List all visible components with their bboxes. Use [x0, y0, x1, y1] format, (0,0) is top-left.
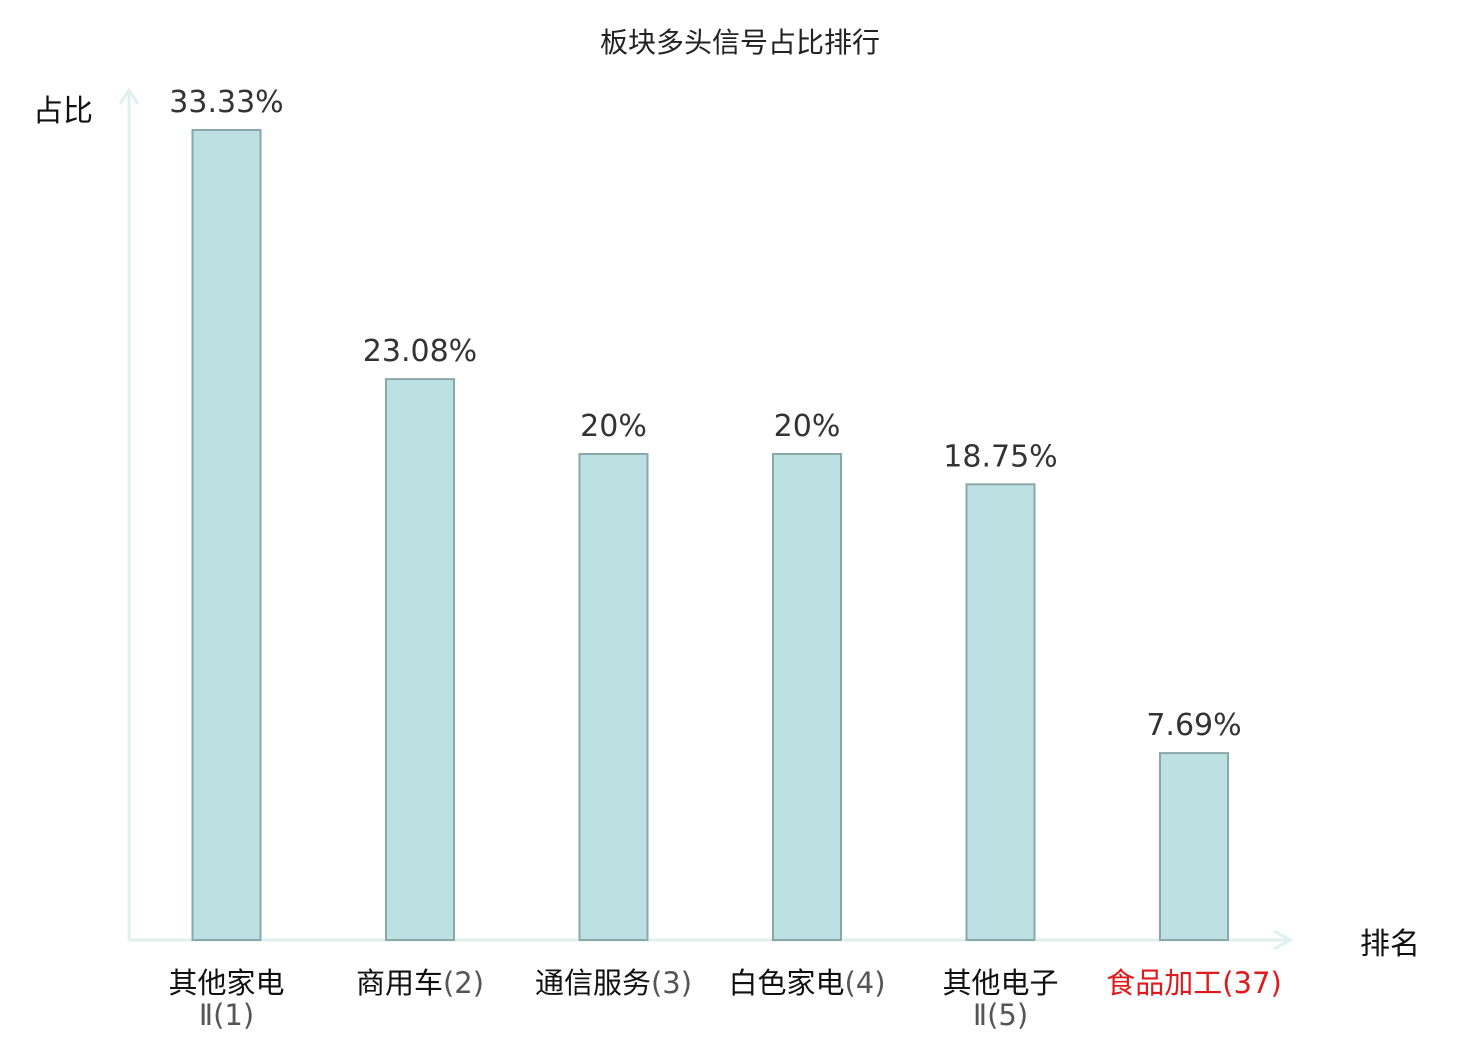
chart-title: 板块多头信号占比排行 — [600, 26, 880, 59]
y-axis-arrow-icon — [118, 87, 140, 105]
category-name-suffix: Ⅱ — [199, 998, 213, 1032]
bar-3 — [578, 453, 649, 941]
category-name: 其他家电 — [168, 966, 284, 1000]
category-name: 通信服务 — [535, 966, 651, 1000]
bars-group — [191, 129, 1229, 942]
bar-2 — [385, 378, 455, 942]
category-rank: (2) — [443, 966, 484, 1000]
category-label-3: 通信服务(3) — [535, 966, 692, 1000]
category-rank: (37) — [1222, 966, 1282, 1000]
axes — [118, 87, 1294, 951]
category-rank: (4) — [844, 966, 885, 1000]
category-label-2: 商用车(2) — [356, 966, 484, 1000]
bar-1 — [191, 129, 262, 941]
x-axis-arrow-icon — [1273, 929, 1294, 951]
category-name: 其他电子 — [942, 966, 1058, 1000]
category-label-1: 其他家电 — [168, 966, 284, 1000]
category-name: 食品加工 — [1106, 966, 1222, 1000]
category-name-suffix: Ⅱ — [973, 998, 987, 1032]
bar-4 — [772, 453, 842, 941]
value-labels-group: 33.33% 23.08% 20% 20% 18.75% 7.69% — [169, 85, 1241, 743]
category-label-6: 食品加工(37) — [1106, 966, 1282, 1000]
y-axis-label: 占比 — [33, 94, 93, 129]
value-label-1: 33.33% — [169, 85, 283, 120]
value-label-5: 18.75% — [943, 439, 1057, 474]
value-label-6: 7.69% — [1146, 708, 1241, 743]
category-label-5: 其他电子 — [942, 966, 1058, 1000]
category-label-line2-1: Ⅱ(1) — [199, 998, 254, 1032]
value-label-3: 20% — [580, 409, 647, 444]
category-label-line2-5: Ⅱ(5) — [973, 998, 1028, 1032]
value-label-2: 23.08% — [363, 334, 477, 369]
value-label-4: 20% — [774, 409, 841, 444]
category-name: 白色家电 — [728, 966, 844, 1000]
category-rank: (5) — [987, 998, 1028, 1032]
bar-5 — [965, 483, 1036, 941]
x-axis-label: 排名 — [1360, 927, 1420, 962]
category-name: 商用车 — [356, 966, 443, 1000]
category-label-4: 白色家电(4) — [728, 966, 885, 1000]
category-rank: (3) — [651, 966, 692, 1000]
category-rank: (1) — [213, 998, 254, 1032]
bar-6 — [1159, 752, 1229, 941]
